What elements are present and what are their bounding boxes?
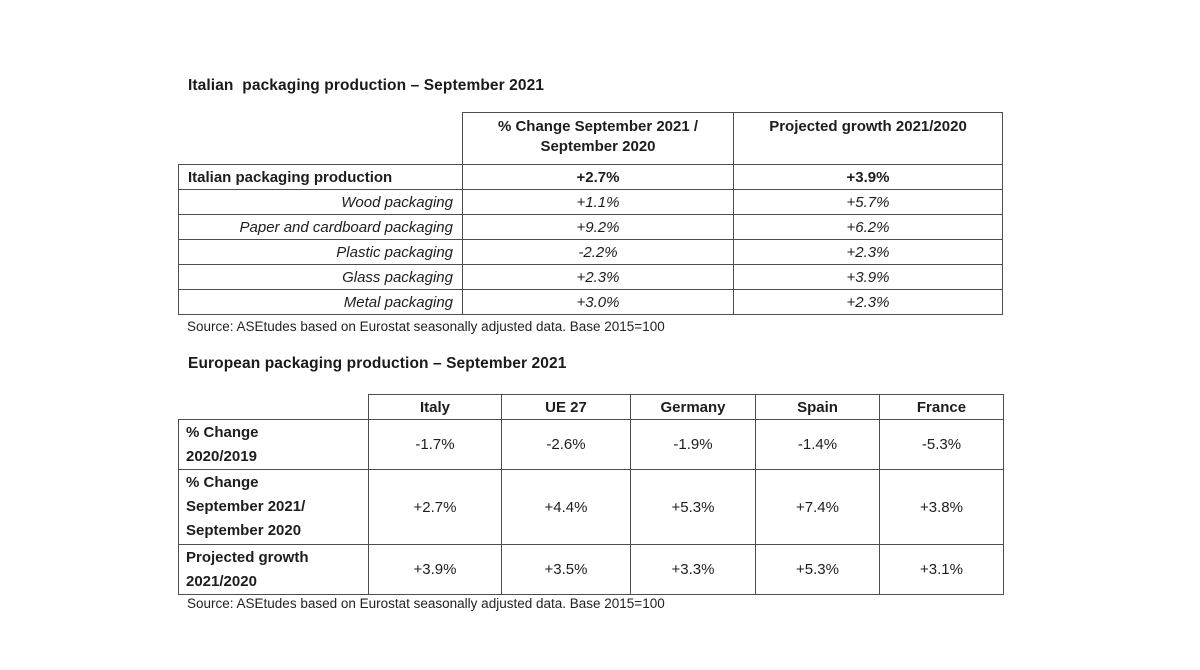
projected-value: +2.3% bbox=[733, 289, 1003, 315]
table-row: Paper and cardboard packaging +9.2% +6.2… bbox=[178, 214, 1003, 240]
cell-value: +4.4% bbox=[501, 469, 631, 545]
projected-value: +6.2% bbox=[733, 214, 1003, 240]
cell-value: -2.6% bbox=[501, 419, 631, 470]
table2-corner-cell bbox=[179, 395, 369, 420]
row-label: Plastic packaging bbox=[178, 239, 463, 265]
cell-value: +7.4% bbox=[755, 469, 880, 545]
table-header-row: Italy UE 27 Germany Spain France bbox=[179, 394, 1004, 420]
european-section-title: European packaging production – Septembe… bbox=[188, 355, 567, 372]
row-label: % Change 2020/2019 bbox=[178, 419, 369, 470]
table1-header-change: % Change September 2021 / September 2020 bbox=[462, 112, 734, 165]
change-value: +2.3% bbox=[462, 264, 734, 290]
row-label: Paper and cardboard packaging bbox=[178, 214, 463, 240]
cell-value: +2.7% bbox=[368, 469, 502, 545]
cell-value: +5.3% bbox=[755, 544, 880, 595]
source-note: Source: ASEtudes based on Eurostat seaso… bbox=[187, 319, 665, 334]
row-label: Italian packaging production bbox=[178, 164, 463, 190]
change-value: +3.0% bbox=[462, 289, 734, 315]
row-label: Wood packaging bbox=[178, 189, 463, 215]
column-header-france: France bbox=[879, 394, 1004, 420]
table-row: Plastic packaging -2.2% +2.3% bbox=[178, 239, 1003, 265]
table-header-row: % Change September 2021 / September 2020… bbox=[179, 112, 1003, 165]
projected-value: +2.3% bbox=[733, 239, 1003, 265]
cell-value: +3.5% bbox=[501, 544, 631, 595]
table1-header-projected: Projected growth 2021/2020 bbox=[733, 112, 1003, 165]
table-row: Italian packaging production +2.7% +3.9% bbox=[178, 164, 1003, 190]
column-header-germany: Germany bbox=[630, 394, 756, 420]
table-row: Wood packaging +1.1% +5.7% bbox=[178, 189, 1003, 215]
cell-value: +3.9% bbox=[368, 544, 502, 595]
cell-value: -1.9% bbox=[630, 419, 756, 470]
change-value: +1.1% bbox=[462, 189, 734, 215]
projected-value: +3.9% bbox=[733, 264, 1003, 290]
table-row: Metal packaging +3.0% +2.3% bbox=[178, 289, 1003, 315]
row-label: Glass packaging bbox=[178, 264, 463, 290]
table-row: Glass packaging +2.3% +3.9% bbox=[178, 264, 1003, 290]
cell-value: +3.1% bbox=[879, 544, 1004, 595]
cell-value: -1.4% bbox=[755, 419, 880, 470]
table-row: % Change 2020/2019 -1.7% -2.6% -1.9% -1.… bbox=[178, 419, 1004, 470]
table-row: % Change September 2021/ September 2020 … bbox=[178, 469, 1004, 545]
change-value: +9.2% bbox=[462, 214, 734, 240]
row-label: % Change September 2021/ September 2020 bbox=[178, 469, 369, 545]
change-value: +2.7% bbox=[462, 164, 734, 190]
column-header-ue27: UE 27 bbox=[501, 394, 631, 420]
projected-value: +3.9% bbox=[733, 164, 1003, 190]
column-header-spain: Spain bbox=[755, 394, 880, 420]
cell-value: +3.8% bbox=[879, 469, 1004, 545]
cell-value: +3.3% bbox=[630, 544, 756, 595]
source-note: Source: ASEtudes based on Eurostat seaso… bbox=[187, 596, 665, 611]
column-header-italy: Italy bbox=[368, 394, 502, 420]
italian-section-title: Italian packaging production – September… bbox=[188, 77, 545, 94]
change-value: -2.2% bbox=[462, 239, 734, 265]
row-label: Projected growth 2021/2020 bbox=[178, 544, 369, 595]
cell-value: +5.3% bbox=[630, 469, 756, 545]
cell-value: -1.7% bbox=[368, 419, 502, 470]
table1-corner-cell bbox=[179, 113, 463, 165]
european-packaging-table: Italy UE 27 Germany Spain France % Chang… bbox=[178, 394, 1004, 595]
row-label: Metal packaging bbox=[178, 289, 463, 315]
cell-value: -5.3% bbox=[879, 419, 1004, 470]
projected-value: +5.7% bbox=[733, 189, 1003, 215]
italian-packaging-table: % Change September 2021 / September 2020… bbox=[178, 112, 1003, 315]
table-row: Projected growth 2021/2020 +3.9% +3.5% +… bbox=[178, 544, 1004, 595]
